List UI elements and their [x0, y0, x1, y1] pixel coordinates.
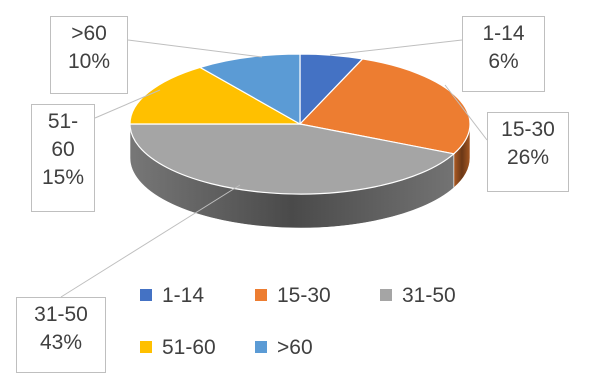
legend-item-51-60: 51-60	[140, 336, 216, 360]
data-label-51-60: 51- 60 15%	[31, 104, 95, 212]
leader-line-1-14	[329, 39, 463, 56]
legend-label: 1-14	[162, 284, 205, 307]
legend-swatch	[255, 341, 267, 353]
leader-line-over-60	[127, 39, 263, 58]
label-value: 43%	[39, 331, 83, 354]
label-category-line1: 51-	[47, 110, 79, 133]
data-label-1-14: 1-14 6%	[462, 16, 545, 92]
data-label-over-60: >60 10%	[50, 16, 128, 94]
leader-lines	[60, 39, 488, 298]
legend-label: >60	[277, 336, 313, 359]
legend-swatch	[140, 289, 152, 301]
slice-over-60	[198, 53, 301, 126]
label-value: 26%	[506, 146, 550, 169]
slice-15-30	[298, 58, 471, 155]
label-value: 15%	[41, 166, 85, 189]
legend-swatch	[140, 341, 152, 353]
label-category: 31-50	[34, 303, 88, 326]
leader-line-51-60	[94, 89, 161, 119]
slice-31-50	[129, 123, 456, 195]
legend-label: 51-60	[162, 336, 216, 359]
legend-label: 15-30	[277, 284, 331, 307]
label-category: >60	[71, 22, 107, 45]
legend-item-1-14: 1-14	[140, 284, 204, 308]
data-label-15-30: 15-30 26%	[487, 112, 569, 192]
leader-line-15-30	[444, 84, 488, 141]
legend-swatch	[380, 289, 392, 301]
slice-51-60	[129, 66, 303, 125]
label-category: 1-14	[482, 22, 525, 45]
legend-item-31-50: 31-50	[380, 284, 456, 308]
label-category-line2: 60	[51, 138, 75, 161]
label-value: 6%	[488, 50, 519, 73]
legend-item-15-30: 15-30	[255, 284, 331, 308]
legend-swatch	[255, 289, 267, 301]
label-category: 15-30	[501, 118, 555, 141]
pie-top	[129, 53, 471, 195]
legend-item-over-60: >60	[255, 336, 313, 360]
legend-label: 31-50	[402, 284, 456, 307]
label-value: 10%	[67, 50, 111, 73]
leader-line-31-50	[60, 184, 241, 298]
data-label-31-50: 31-50 43%	[16, 297, 106, 373]
